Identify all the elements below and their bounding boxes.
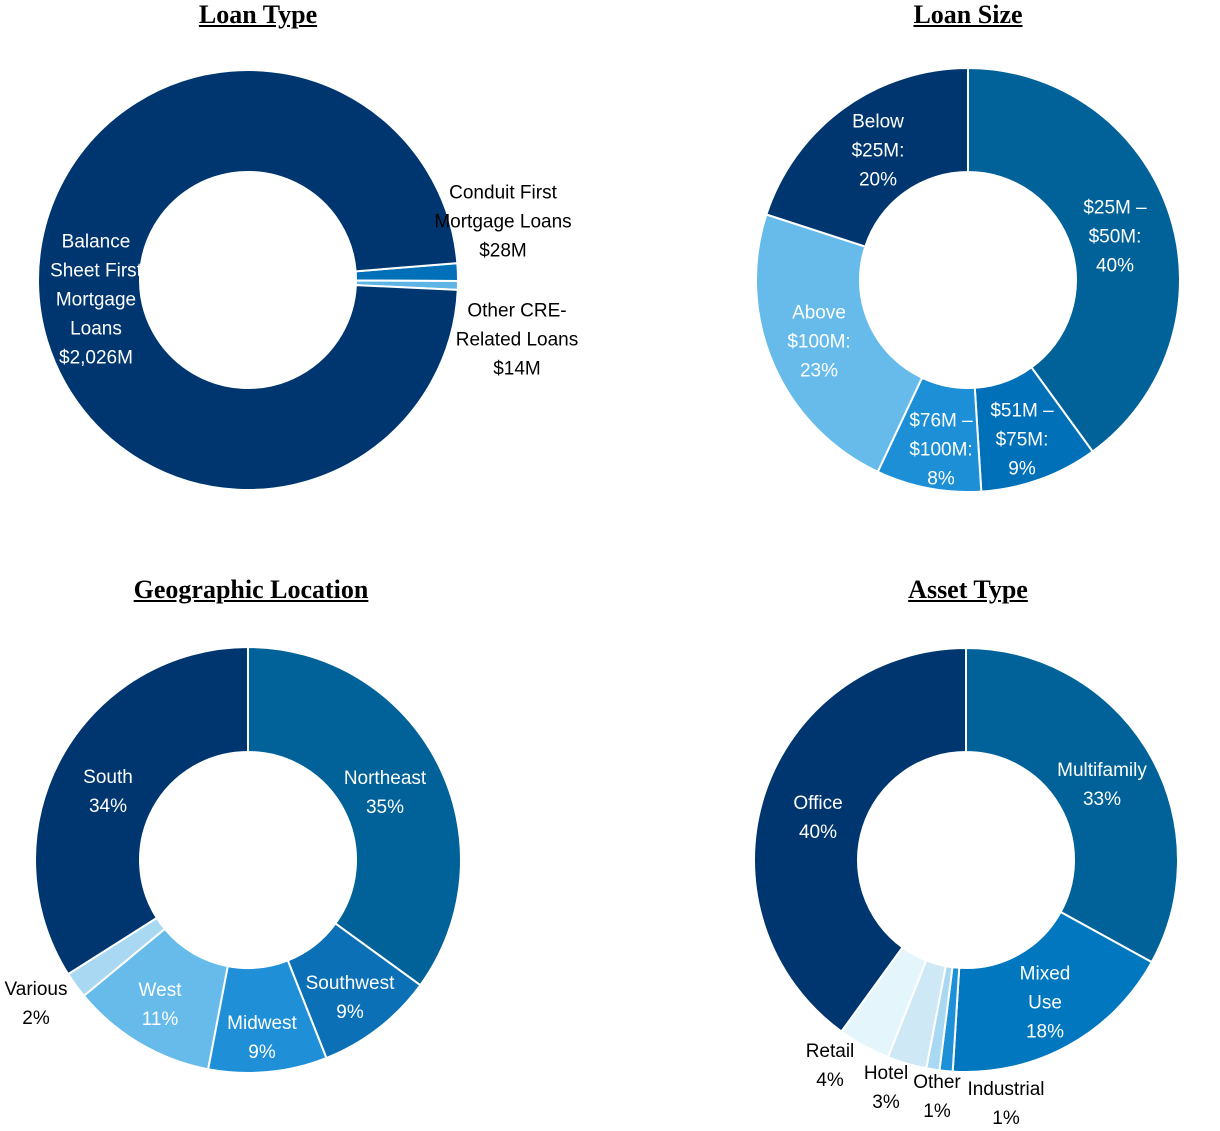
category-label: Conduit First Mortgage Loans [434, 182, 572, 233]
donut-slice [965, 646, 1180, 964]
value-label: 8% [927, 468, 955, 490]
value-label: 9% [1008, 458, 1036, 480]
value-label: $2,026M [59, 347, 133, 369]
slice-label: Midwest 9% [212, 1009, 312, 1067]
slice-label: Other 1% [907, 1068, 967, 1126]
value-label: 9% [336, 1002, 364, 1023]
category-label: $76M – $100M: [909, 410, 973, 461]
value-label: 9% [248, 1042, 276, 1063]
donut-slice [247, 645, 462, 987]
category-label: Above $100M: [787, 302, 851, 353]
value-label: $28M [479, 240, 527, 262]
slice-label: Hotel 3% [856, 1059, 916, 1117]
slice-label: $25M – $50M: 40% [1065, 194, 1165, 281]
slice-label: Mixed Use 18% [1005, 960, 1085, 1047]
slice-label: $76M – $100M: 8% [896, 407, 986, 494]
slice-label: $51M – $75M: 9% [977, 397, 1067, 484]
donut-slice [765, 66, 969, 248]
category-label: Retail [805, 1041, 855, 1062]
value-label: 40% [798, 822, 838, 843]
value-label: 33% [1082, 789, 1122, 810]
value-label: 20% [858, 169, 898, 191]
category-label: Various [4, 979, 68, 1000]
slice-label: Below $25M: 20% [833, 108, 923, 195]
slice-label: Industrial 1% [961, 1075, 1051, 1131]
category-label: South [83, 767, 133, 788]
value-label: 1% [923, 1101, 951, 1122]
donut-slice [34, 645, 249, 976]
donut-slice [37, 69, 459, 491]
category-label: Southwest [305, 973, 395, 994]
chart-title: Loan Type [198, 0, 318, 29]
value-label: 35% [365, 797, 405, 818]
slice-label: Above $100M: 23% [769, 299, 869, 386]
slice-label: Northeast 35% [325, 764, 445, 822]
category-label: Mixed Use [1019, 963, 1071, 1014]
slice-label: Southwest 9% [285, 969, 415, 1027]
value-label: 34% [88, 796, 128, 817]
value-label: $14M [493, 358, 541, 380]
category-label: Hotel [863, 1063, 909, 1084]
category-label: $25M – $50M: [1083, 197, 1147, 248]
value-label: 2% [22, 1008, 50, 1029]
chart-title: Asset Type [908, 575, 1028, 604]
slice-label: Various 2% [0, 975, 76, 1033]
value-label: 18% [1025, 1021, 1065, 1043]
category-label: Other CRE-Related Loans [455, 300, 579, 351]
value-label: 3% [872, 1092, 900, 1113]
value-label: 40% [1095, 255, 1135, 277]
chart-title: Geographic Location [133, 575, 369, 604]
slice-label: South 34% [63, 763, 153, 821]
slice-label: Conduit First Mortgage Loans $28M [433, 179, 573, 266]
category-label: Midwest [227, 1013, 297, 1034]
value-label: 4% [816, 1070, 844, 1091]
category-label: Office [793, 793, 843, 814]
value-label: 1% [992, 1108, 1020, 1129]
slice-label: Retail 4% [800, 1037, 860, 1095]
donut-slice [967, 66, 1181, 453]
value-label: 11% [141, 1009, 179, 1030]
slice-label: Other CRE-Related Loans $14M [452, 297, 582, 384]
donut-slice [755, 213, 924, 474]
category-label: Multifamily [1057, 760, 1147, 781]
slice-label: Office 40% [773, 789, 863, 847]
category-label: $51M – $75M: [990, 400, 1054, 451]
category-label: Industrial [967, 1079, 1045, 1100]
category-label: Below $25M: [851, 111, 905, 162]
category-label: Other [913, 1072, 961, 1093]
category-label: West [138, 980, 182, 1001]
slice-label: Balance Sheet First Mortgage Loans $2,026… [41, 228, 151, 373]
chart-title: Loan Size [913, 0, 1023, 29]
slice-label: Multifamily 33% [1042, 756, 1162, 814]
slice-label: West 11% [120, 976, 200, 1034]
donut-slice [951, 910, 1154, 1073]
donut-slice [753, 646, 967, 1033]
category-label: Balance Sheet First Mortgage Loans [50, 231, 142, 340]
category-label: Northeast [343, 768, 427, 789]
value-label: 23% [799, 360, 839, 382]
